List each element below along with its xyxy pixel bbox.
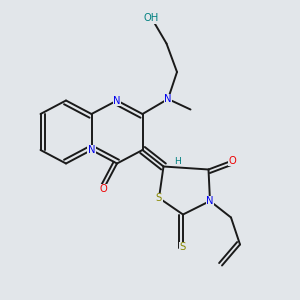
Text: N: N bbox=[206, 196, 214, 206]
Text: N: N bbox=[88, 145, 95, 155]
Text: N: N bbox=[164, 94, 172, 104]
Text: OH: OH bbox=[144, 13, 159, 23]
Text: S: S bbox=[180, 242, 186, 253]
Text: O: O bbox=[229, 155, 236, 166]
Text: S: S bbox=[156, 193, 162, 203]
Text: N: N bbox=[113, 95, 121, 106]
Text: O: O bbox=[100, 184, 107, 194]
Text: H: H bbox=[175, 157, 181, 166]
